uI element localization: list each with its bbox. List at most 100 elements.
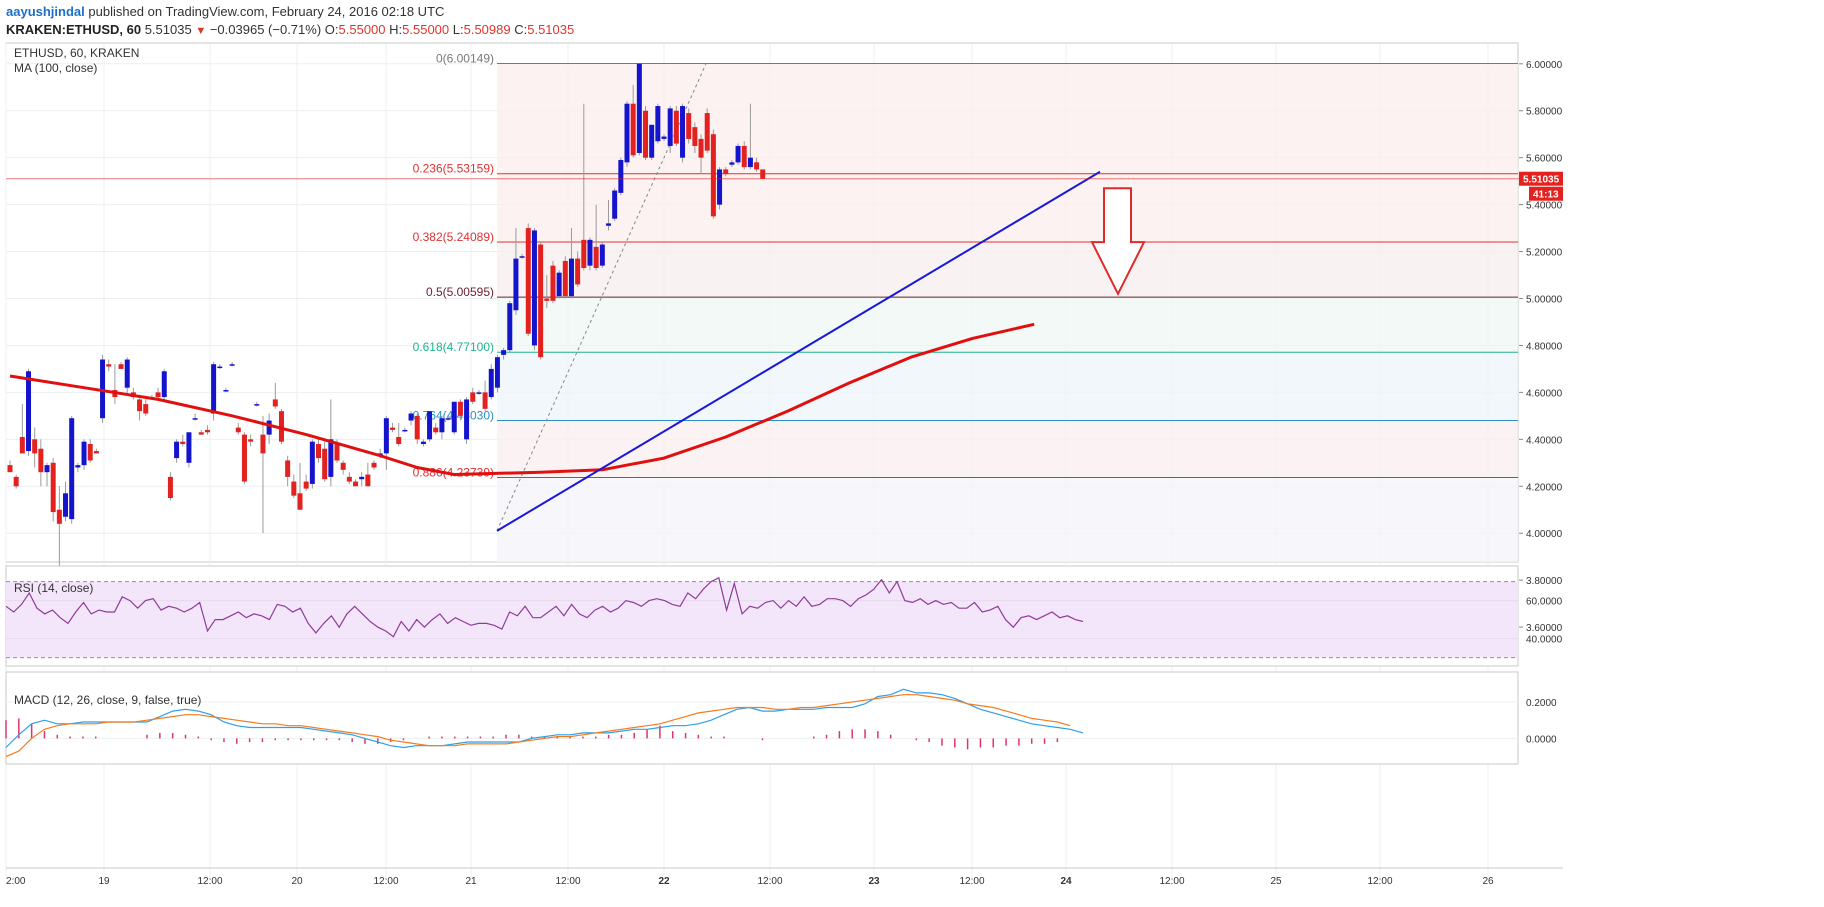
down-triangle-icon: ▼ — [195, 25, 207, 37]
time-tick-label: 25 — [1270, 876, 1282, 887]
candle-body — [562, 260, 568, 297]
candle-body — [161, 371, 167, 398]
macd-pane-frame — [5, 671, 1519, 765]
candle-body — [741, 145, 747, 168]
macd-pane[interactable]: 0.2000 0.0000 — [5, 671, 1557, 765]
fib-level-label: 0.382(5.24089) — [413, 230, 494, 244]
candle-body — [186, 432, 192, 463]
candle-body — [50, 462, 56, 513]
time-tick-label: 12:00 — [1367, 876, 1392, 887]
candle-body — [575, 258, 581, 285]
publication-header: aayushjindal published on TradingView.co… — [0, 0, 1824, 42]
price-tick-label: 5.40000 — [1526, 201, 1563, 212]
candle-body — [550, 265, 556, 301]
price-axis: 6.00000 5.80000 5.60000 5.40000 5.20000 5.000… — [6, 43, 1563, 634]
last-price-badge-text: 5.51035 — [1523, 175, 1560, 186]
candle-body — [636, 63, 642, 153]
high-value: 5.55000 — [402, 22, 450, 37]
candle-body — [167, 476, 173, 498]
candle-body — [241, 434, 247, 482]
candle-body — [75, 465, 81, 468]
candle-body — [174, 441, 180, 459]
fib-zone — [497, 173, 1518, 242]
candle-body — [587, 239, 593, 266]
fib-zone — [497, 297, 1518, 353]
macd-tick-label: 0.0000 — [1526, 734, 1557, 745]
fib-zone — [497, 477, 1518, 562]
candle-body — [624, 103, 630, 163]
fibonacci-retracement[interactable]: 0(6.00149) 0.236(5.53159) 0.382(5.24089) 0.… — [413, 51, 1518, 562]
candle-body — [729, 162, 735, 165]
candle-body — [248, 439, 254, 442]
author-link[interactable]: aayushjindal — [6, 4, 85, 19]
price-tick-label: 4.00000 — [1526, 529, 1563, 540]
price-change: −0.03965 (−0.71%) — [209, 22, 322, 37]
time-tick-label: 26 — [1482, 876, 1494, 887]
candle-body — [69, 418, 75, 520]
candle-body — [735, 145, 741, 163]
candle-body — [538, 244, 544, 358]
candle-body — [93, 451, 99, 454]
rsi-tick-label: 60.0000 — [1526, 597, 1563, 608]
candle-body — [303, 481, 309, 489]
candle-body — [87, 444, 93, 461]
candle-body — [309, 441, 315, 484]
candle-body — [383, 418, 389, 454]
candle-body — [760, 169, 766, 179]
candle-body — [371, 462, 377, 468]
published-text: published on TradingView.com, February 2… — [88, 4, 445, 19]
fib-zone — [497, 241, 1518, 298]
candle-body — [680, 106, 686, 158]
last-price-badge — [1519, 171, 1563, 186]
candle-body — [353, 481, 359, 487]
price-tick-label: 4.40000 — [1526, 435, 1563, 446]
candle-body — [519, 256, 525, 258]
candle-body — [427, 411, 433, 440]
candle-body — [13, 476, 19, 487]
candle-body — [44, 465, 50, 473]
candle-body — [334, 444, 340, 461]
candle-body — [26, 371, 32, 452]
candle-body — [692, 127, 698, 146]
macd-line — [5, 688, 1084, 749]
rsi-pane[interactable]: 60.0000 40.0000 — [5, 565, 1563, 667]
candle-body — [266, 420, 272, 435]
candle-body — [661, 136, 667, 139]
symbol-label: KRAKEN:ETHUSD, 60 — [6, 22, 142, 37]
candle-body — [254, 404, 260, 406]
candle-body — [359, 476, 365, 480]
main-pane-symbol-label: ETHUSD, 60, KRAKEN — [14, 46, 139, 60]
candle-body — [667, 108, 673, 146]
candle-body — [568, 258, 574, 297]
rsi-band — [6, 581, 1518, 658]
candle-body — [420, 441, 426, 445]
time-tick-label: 20 — [291, 876, 303, 887]
time-tick-label: 12:00 — [959, 876, 984, 887]
rsi-pane-label: RSI (14, close) — [14, 581, 93, 595]
low-value: 5.50989 — [463, 22, 511, 37]
candle-body — [464, 399, 470, 440]
candle-body — [439, 418, 445, 433]
open-value: 5.55000 — [338, 22, 386, 37]
candle-body — [297, 493, 303, 510]
candle-body — [235, 427, 241, 433]
price-tick-label: 4.80000 — [1526, 341, 1563, 352]
down-arrow-annotation — [1090, 187, 1146, 297]
candle-body — [643, 110, 649, 158]
candle-body — [402, 429, 408, 432]
candle-body — [118, 364, 124, 369]
time-tick-label: 23 — [868, 876, 880, 887]
candle-body — [544, 298, 550, 301]
candle-body — [433, 427, 439, 433]
time-axis: 2:00 19 12:00 20 12:00 21 12:00 22 12:00 23 12:00 2… — [6, 867, 1563, 887]
candle-body — [192, 418, 198, 420]
candle-body — [507, 303, 513, 351]
candle-body — [19, 436, 25, 454]
candle-body — [285, 460, 291, 477]
last-price: 5.51035 — [144, 22, 192, 37]
chart-canvas[interactable]: 0(6.00149) 0.236(5.53159) 0.382(5.24089) 0.… — [0, 42, 1824, 907]
candle-body — [390, 427, 396, 430]
candle-body — [32, 439, 38, 454]
time-tick-label: 2:00 — [6, 876, 26, 887]
candle-body — [365, 474, 371, 487]
